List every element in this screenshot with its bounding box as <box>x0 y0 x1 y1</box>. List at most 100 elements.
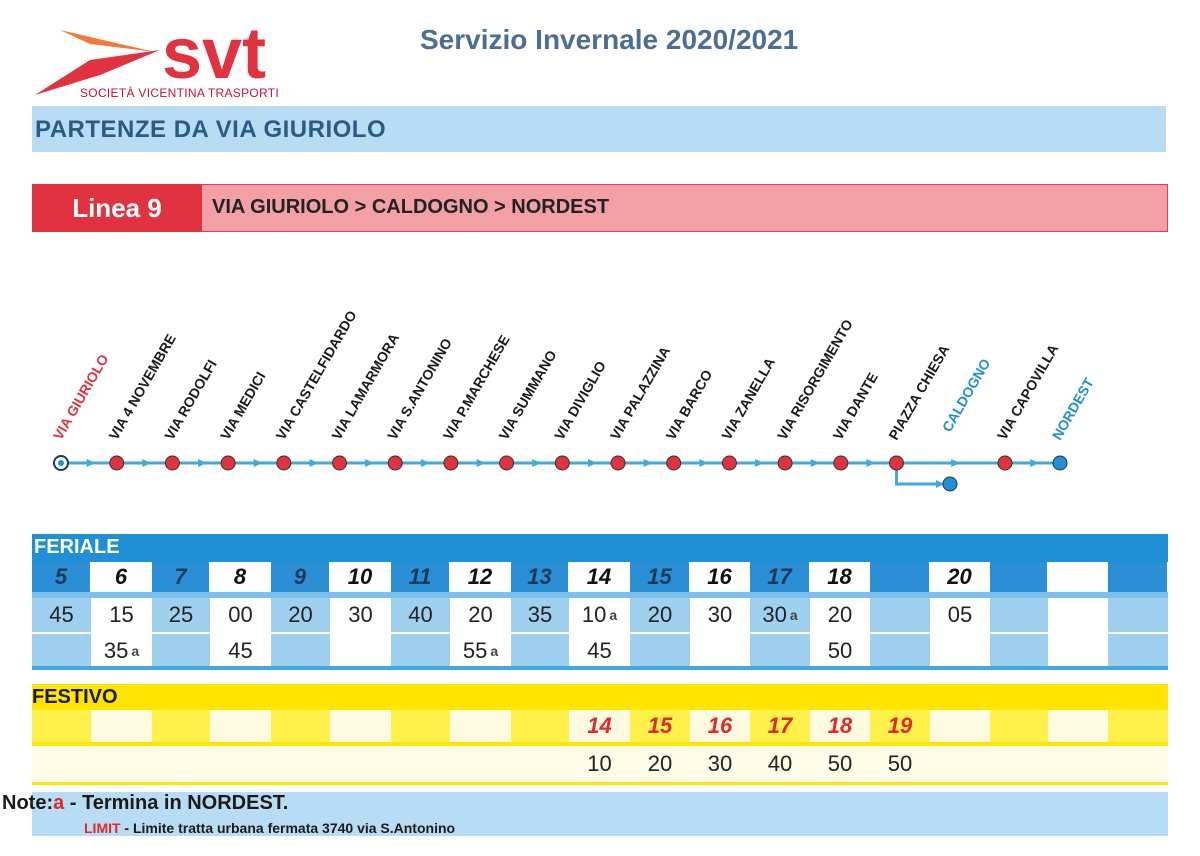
festivo-minute-cell: 20 <box>630 746 690 782</box>
festivo-minute-cell <box>91 746 152 782</box>
route-arrow-icon <box>1030 459 1040 467</box>
festivo-band <box>32 684 1168 710</box>
feriale-separator <box>990 592 1048 598</box>
feriale-separator <box>930 592 990 598</box>
festivo-separator <box>391 742 450 746</box>
feriale-minute: 50 <box>827 638 853 663</box>
stop-marker <box>1052 455 1068 471</box>
feriale-hour-cell: 18 <box>810 562 870 592</box>
festivo-minute-cell <box>1048 746 1108 782</box>
festivo-minute-cell <box>210 746 271 782</box>
route-arrow-icon <box>866 459 876 467</box>
feriale-hour-cell <box>1108 562 1168 592</box>
route-arrow-icon <box>476 459 486 467</box>
festivo-minute: 10 <box>587 751 612 776</box>
festivo-hour-cell <box>91 710 152 742</box>
feriale-hour-cell: 12 <box>450 562 511 592</box>
festivo-minute-cell: 50 <box>870 746 930 782</box>
stop-marker <box>777 455 793 471</box>
note-limit-key: LIMIT <box>84 820 121 836</box>
feriale-minute-cell <box>690 634 750 668</box>
festivo-hour-cell <box>990 710 1048 742</box>
festivo-hour-cell: 17 <box>750 710 810 742</box>
svt-logo: svt <box>35 20 266 95</box>
festivo-separator <box>511 742 569 746</box>
festivo-separator <box>91 742 152 746</box>
route-arrow-icon <box>755 459 765 467</box>
feriale-minute-cell <box>1108 598 1168 632</box>
feriale-minute-cell <box>152 634 210 668</box>
feriale-minute-cell: 20 <box>450 598 511 632</box>
feriale-minute: 45 <box>49 602 74 627</box>
route-arrow-icon <box>951 459 961 467</box>
feriale-minute: 45 <box>228 638 253 663</box>
stop-marker <box>721 455 737 471</box>
feriale-separator <box>690 592 750 598</box>
festivo-hour-cell <box>930 710 990 742</box>
festivo-minute-cell: 30 <box>690 746 750 782</box>
line-label: Linea 9 <box>32 184 202 232</box>
feriale-minute-cell <box>1048 598 1108 632</box>
feriale-minute-note: a <box>609 607 618 623</box>
feriale-minute: 35 <box>103 638 129 663</box>
feriale-separator <box>450 592 511 598</box>
route-arrow-icon <box>420 459 430 467</box>
festivo-hour-cell <box>32 710 91 742</box>
stop-label: VIA RODOLFI <box>161 357 220 443</box>
festivo-minute-cell <box>930 746 990 782</box>
feriale-minute-cell <box>990 598 1048 632</box>
route-arrow-icon <box>365 459 375 467</box>
feriale-minute-cell: 15 <box>91 598 152 632</box>
festivo-hour: 15 <box>647 713 673 738</box>
feriale-minute-cell <box>870 598 930 632</box>
feriale-bottom-rule <box>32 666 1168 670</box>
feriale-hour: 5 <box>54 564 68 589</box>
feriale-minute: 05 <box>947 602 973 627</box>
feriale-separator <box>1048 592 1108 598</box>
festivo-title: FESTIVO <box>32 686 118 708</box>
stop-label: VIA MEDICI <box>217 369 269 443</box>
festivo-minute-cell <box>511 746 569 782</box>
route-arrow-icon <box>198 459 208 467</box>
section-banner: PARTENZE DA VIA GIURIOLO <box>32 106 1166 152</box>
feriale-hour: 15 <box>647 564 672 589</box>
feriale-hour: 14 <box>586 564 612 589</box>
stop-label: VIA GIURIOLO <box>50 351 112 442</box>
festivo-minute-cell <box>330 746 391 782</box>
stop-label: VIA SUMMANO <box>495 347 559 442</box>
feriale-hour: 16 <box>707 564 732 589</box>
festivo-hour-cell <box>152 710 210 742</box>
note-a: Note:a - Termina in NORDEST. <box>2 792 288 815</box>
feriale-minute-cell <box>391 634 450 668</box>
festivo-minute-cell <box>1108 746 1168 782</box>
festivo-minute-cell <box>32 746 91 782</box>
festivo-separator <box>1108 742 1168 746</box>
feriale-minute-cell <box>750 634 810 668</box>
route-arrow-icon <box>86 459 96 467</box>
feriale-minute-cell <box>1108 634 1168 668</box>
feriale-minute: 30 <box>762 602 787 627</box>
feriale-hour-cell: 5 <box>32 562 91 592</box>
feriale-minute: 30 <box>348 602 373 627</box>
festivo-minute: 50 <box>887 751 913 776</box>
feriale-minute-note: a <box>131 643 140 659</box>
feriale-minute-cell: 45 <box>32 598 91 632</box>
feriale-minute-cell <box>32 634 91 668</box>
feriale-minute-cell: 20 <box>810 598 870 632</box>
feriale-hour: 12 <box>467 564 493 589</box>
feriale-hour: 20 <box>947 564 972 589</box>
stop-marker <box>499 455 515 471</box>
feriale-hour: 17 <box>767 564 792 589</box>
feriale-separator <box>32 592 91 598</box>
feriale-minute-cell: 20 <box>630 598 690 632</box>
festivo-separator <box>330 742 391 746</box>
festivo-minute: 20 <box>647 751 673 776</box>
feriale-hour-cell: 17 <box>750 562 810 592</box>
feriale-hour: 18 <box>827 564 852 589</box>
stop-label: NORDEST <box>1049 375 1097 443</box>
festivo-minute: 50 <box>827 751 853 776</box>
festivo-hour: 14 <box>587 713 612 738</box>
stop-label: VIA ZANELLA <box>718 355 778 443</box>
feriale-minute-cell: 40 <box>391 598 450 632</box>
route-arrow-icon <box>309 459 319 467</box>
